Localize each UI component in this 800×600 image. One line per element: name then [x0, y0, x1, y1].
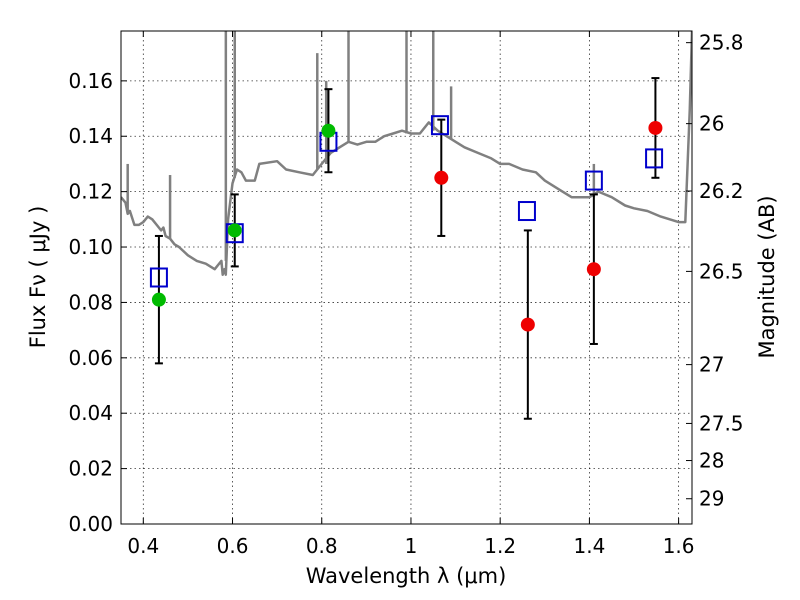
- y-tick-label: 0.14: [68, 124, 113, 148]
- y-axis-right: 25.8 26 26.2 26.5 27 27.5 28 29: [686, 31, 744, 511]
- model-flux-marker: [584, 170, 603, 191]
- y-tick-label: 0.06: [68, 346, 113, 370]
- x-tick-label: 1: [405, 534, 418, 558]
- x-tick-label: 0.4: [127, 534, 159, 558]
- measurement-point: [434, 170, 449, 185]
- model-flux-marker: [517, 201, 536, 222]
- right-tick-label: 26.5: [699, 259, 744, 283]
- y-tick-label: 0.08: [68, 290, 113, 314]
- model-flux-marker: [645, 148, 664, 169]
- measurement-point: [648, 120, 663, 135]
- measurement-point: [520, 317, 535, 332]
- y-axis-left: 0.00 0.02 0.04 0.06 0.08 0.10 0.12 0.14 0.16: [68, 69, 127, 536]
- x-tick-label: 0.8: [306, 534, 338, 558]
- y-tick-label: 0.02: [68, 457, 113, 481]
- detection-point: [321, 123, 336, 138]
- y-tick-label: 0.16: [68, 69, 113, 93]
- right-tick-label: 28: [699, 449, 724, 473]
- x-axis: 0.4 0.6 0.8 1 1.2 1.4 1.6: [127, 31, 695, 558]
- x-tick-label: 1.4: [573, 534, 605, 558]
- x-axis-label: Wavelength λ (μm): [306, 564, 507, 588]
- right-tick-label: 27.5: [699, 411, 744, 435]
- y-tick-label: 0.04: [68, 401, 113, 425]
- model-flux-marker: [430, 115, 449, 136]
- right-tick-label: 27: [699, 353, 724, 377]
- y-tick-label: 0.12: [68, 180, 113, 204]
- measurement-point: [586, 262, 601, 277]
- right-tick-label: 26.2: [699, 179, 744, 203]
- template-spectrum-line: [121, 31, 692, 276]
- marker-layer: [149, 115, 664, 332]
- y-axis-label: Flux Fν ( μJy ): [26, 206, 50, 349]
- grid-lines: [121, 31, 692, 525]
- y-tick-label: 0.00: [68, 512, 113, 536]
- right-axis-label: Magnitude (AB): [755, 195, 779, 358]
- x-tick-label: 0.6: [217, 534, 249, 558]
- detection-point: [151, 292, 166, 307]
- plot-frame: [120, 30, 693, 525]
- y-tick-label: 0.10: [68, 235, 113, 259]
- right-tick-label: 29: [699, 487, 724, 511]
- model-flux-marker: [149, 267, 168, 288]
- right-tick-label: 25.8: [699, 31, 744, 55]
- x-tick-label: 1.2: [484, 534, 516, 558]
- right-tick-label: 26: [699, 112, 724, 136]
- x-tick-label: 1.6: [663, 534, 695, 558]
- detection-point: [227, 223, 242, 238]
